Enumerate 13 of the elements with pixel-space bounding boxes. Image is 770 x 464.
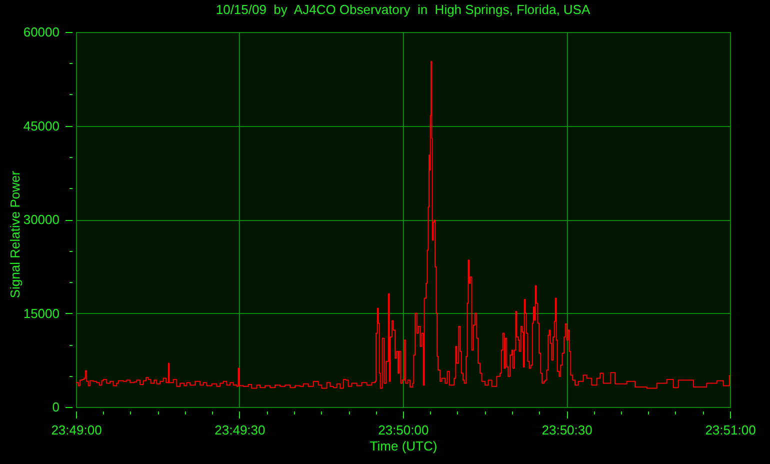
y-tick-label: 45000 [23,118,60,134]
x-axis-title: Time (UTC) [370,438,438,454]
y-tick-label: 30000 [23,212,60,227]
y-tick-label: 0 [52,400,60,414]
y-tick-label: 15000 [23,306,60,321]
y-tick-label: 60000 [23,24,60,40]
x-tick-label: 23:50:00 [378,422,429,438]
x-tick-label: 23:49:30 [214,422,266,438]
chart-title: 10/15/09 by AJ4CO Observatory in High Springs, Florida, USA [216,2,590,17]
x-tick-label: 23:51:00 [705,422,756,438]
y-axis-title: Signal Relative Power [7,170,22,298]
x-tick-label: 23:49:00 [51,422,102,438]
x-tick-label: 23:50:30 [542,422,592,438]
